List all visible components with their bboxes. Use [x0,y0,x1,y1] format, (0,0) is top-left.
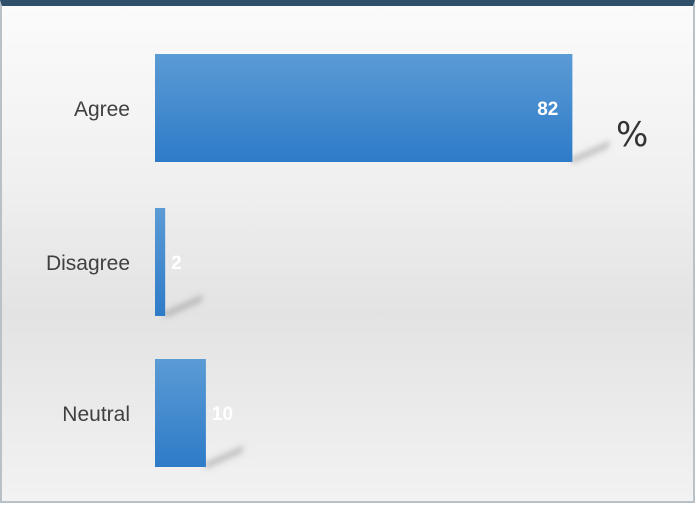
data-label-disagree: 2 [171,253,182,274]
bar-shadow-agree [570,140,611,164]
category-label-disagree: Disagree [46,252,130,275]
category-label-agree: Agree [74,98,130,121]
category-label-neutral: Neutral [62,403,130,426]
bar-chart: Agree 82 Disagree 2 Neutral 10 % [46,54,648,469]
bar-neutral [155,359,206,467]
data-label-agree: 82 [537,99,558,120]
unit-label: % [616,115,648,155]
bar-disagree [155,208,166,316]
bar-shadow-neutral [203,445,244,469]
data-label-neutral: 10 [212,404,233,425]
bar-shadow-disagree [163,294,204,318]
bar-agree [155,54,573,162]
